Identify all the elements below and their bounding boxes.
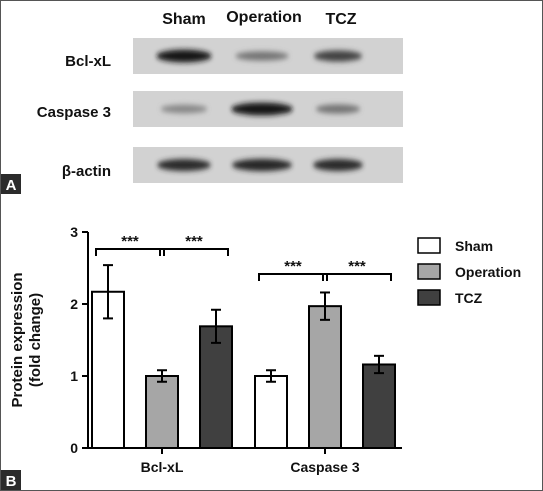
legend-swatch-sham [417, 237, 441, 254]
y-axis-title-line-1: Protein expression [9, 272, 26, 407]
y-tick-label-1: 1 [70, 368, 78, 384]
chart-axes: 0 1 2 3 Bcl-xL Caspase 3 [70, 224, 402, 475]
blot-band-actin-lane-1 [157, 159, 211, 171]
blot-row-label-bcl-xl: Bcl-xL [65, 53, 111, 70]
blot-band-caspase-3-lane-1 [160, 104, 208, 114]
significance-bracket-2 [159, 248, 229, 256]
legend-label-sham: Sham [455, 238, 493, 254]
panel-a-letter: A [6, 177, 17, 194]
y-tick-label-3: 3 [70, 224, 78, 240]
blot-band-actin-lane-2 [231, 158, 293, 172]
bar-caspase-3-sham [254, 375, 288, 449]
lane-label-tcz: TCZ [325, 11, 356, 28]
blot-row-label-caspase-3: Caspase 3 [37, 104, 111, 121]
blot-band-bcl-xl-lane-3 [313, 50, 363, 62]
chart-legend: Sham Operation TCZ [417, 237, 521, 306]
blot-band-actin-lane-3 [312, 159, 364, 171]
y-axis-title: Protein expression (fold change) [9, 272, 44, 407]
bar-bcl-xl-operation [145, 375, 179, 449]
significance-label-4: *** [348, 258, 366, 275]
y-tick-label-0: 0 [70, 440, 78, 456]
panel-b-letter-box [1, 470, 21, 490]
bar-bcl-xl-tcz [199, 325, 233, 450]
legend-label-operation: Operation [455, 264, 521, 280]
bar-chart-panel: Protein expression (fold change) 0 1 2 3 Bcl… [1, 224, 521, 490]
lane-label-operation: Operation [226, 9, 302, 26]
blot-strips [133, 38, 403, 183]
significance-label-2: *** [185, 233, 203, 250]
panel-a-letter-box [1, 174, 21, 194]
blot-band-caspase-3-lane-3 [315, 104, 361, 114]
significance-bracket-4 [322, 273, 392, 281]
bar-caspase-3-tcz [362, 363, 396, 450]
significance-brackets: *** *** *** *** [95, 233, 392, 281]
blot-band-caspase-3-lane-2 [231, 102, 293, 116]
significance-label-1: *** [121, 233, 139, 250]
x-tick-label-bcl-xl: Bcl-xL [141, 459, 184, 475]
chart-error-bars [103, 264, 384, 383]
legend-label-tcz: TCZ [455, 290, 483, 306]
y-tick-label-2: 2 [70, 296, 78, 312]
legend-swatch-operation [417, 263, 441, 280]
blot-band-bcl-xl-lane-1 [156, 49, 212, 63]
x-tick-label-caspase-3: Caspase 3 [290, 459, 359, 475]
chart-bars [91, 290, 396, 450]
western-blot-panel: Sham Operation TCZ Bcl-xL Caspase 3 β-ac… [1, 9, 403, 194]
panel-b-letter: B [6, 473, 17, 490]
y-axis-title-line-2: (fold change) [27, 293, 44, 387]
significance-label-3: *** [284, 258, 302, 275]
significance-bracket-1 [95, 248, 165, 256]
bar-bcl-xl-sham [91, 290, 125, 450]
blot-row-label-beta-actin: β-actin [62, 163, 111, 180]
lane-label-sham: Sham [162, 11, 206, 28]
legend-swatch-tcz [417, 289, 441, 306]
significance-bracket-3 [258, 273, 328, 281]
blot-band-bcl-xl-lane-2 [235, 51, 289, 61]
bar-caspase-3-operation [308, 305, 342, 449]
